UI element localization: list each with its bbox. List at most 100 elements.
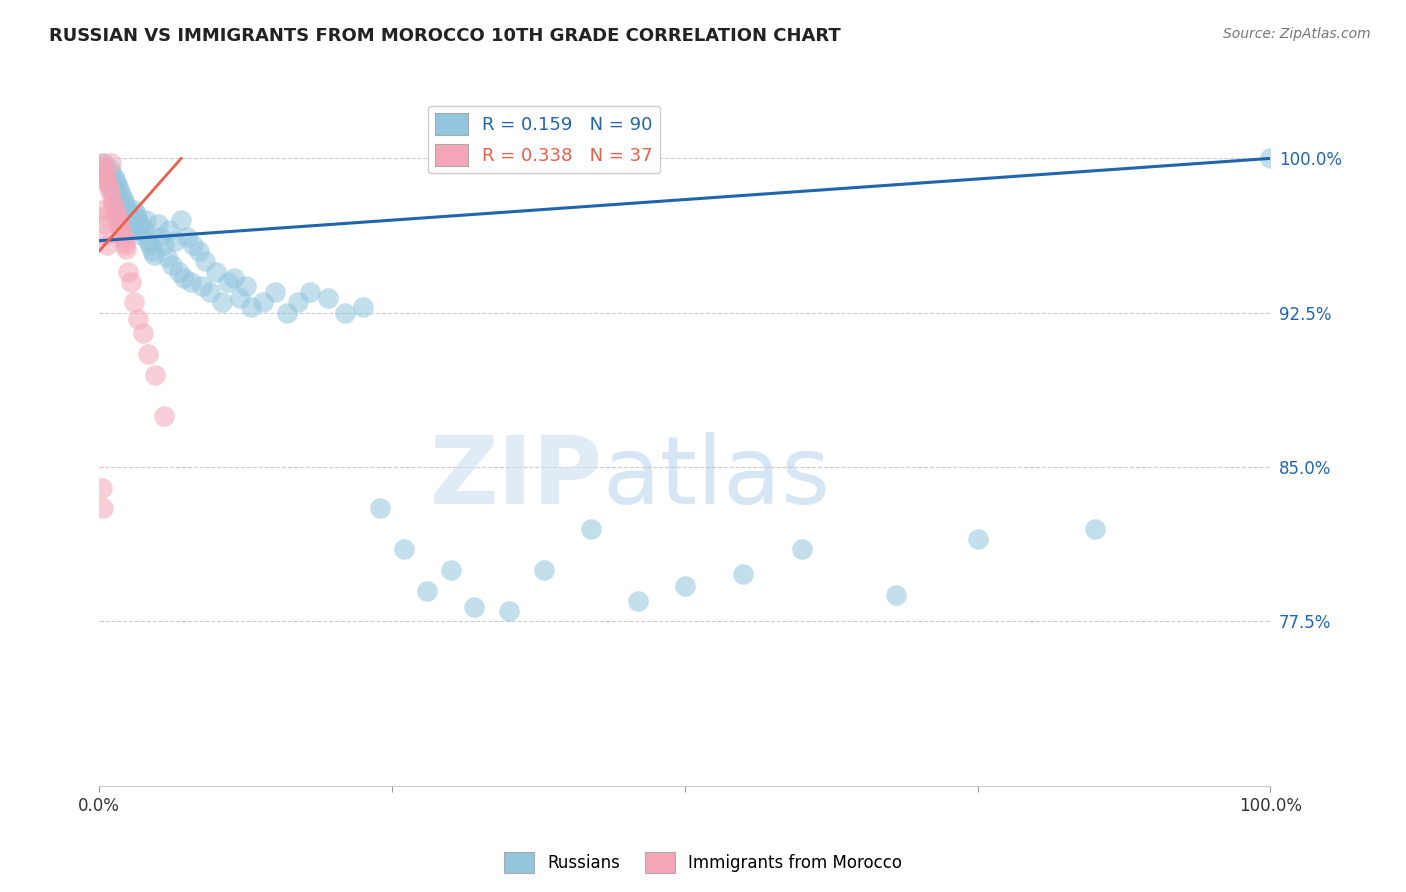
Point: [110, 221, 132, 235]
Point: [107, 213, 129, 227]
Point: [103, 196, 125, 211]
Point: [98, 184, 121, 198]
Point: [97, 180, 120, 194]
Point: [498, 604, 520, 618]
Point: [103, 188, 125, 202]
Point: [100, 166, 122, 180]
Point: [131, 227, 153, 242]
Text: Source: ZipAtlas.com: Source: ZipAtlas.com: [1223, 27, 1371, 41]
Point: [90, 155, 112, 169]
Point: [439, 563, 461, 577]
Point: [287, 295, 309, 310]
Point: [222, 270, 245, 285]
Point: [165, 234, 187, 248]
Point: [141, 244, 163, 258]
Point: [173, 270, 195, 285]
Point: [94, 168, 117, 182]
Point: [187, 244, 209, 258]
Point: [96, 176, 118, 190]
Point: [98, 161, 121, 176]
Point: [96, 172, 118, 186]
Point: [103, 169, 125, 184]
Point: [107, 196, 129, 211]
Legend: Russians, Immigrants from Morocco: Russians, Immigrants from Morocco: [498, 846, 908, 880]
Point: [533, 563, 555, 577]
Point: [97, 172, 120, 186]
Point: [115, 242, 138, 256]
Point: [112, 194, 135, 209]
Point: [152, 409, 174, 423]
Point: [884, 588, 907, 602]
Point: [93, 209, 115, 223]
Point: [127, 312, 149, 326]
Point: [117, 264, 139, 278]
Point: [416, 583, 439, 598]
Point: [333, 306, 356, 320]
Point: [121, 219, 143, 234]
Point: [138, 234, 160, 248]
Point: [118, 211, 141, 225]
Point: [100, 155, 122, 169]
Point: [105, 178, 128, 193]
Point: [170, 213, 193, 227]
Point: [103, 201, 125, 215]
Point: [145, 368, 167, 382]
Point: [299, 285, 322, 300]
Point: [129, 217, 152, 231]
Point: [138, 347, 160, 361]
Point: [176, 229, 198, 244]
Point: [125, 211, 148, 225]
Point: [229, 291, 252, 305]
Point: [114, 213, 136, 227]
Point: [131, 326, 153, 341]
Point: [368, 501, 391, 516]
Text: RUSSIAN VS IMMIGRANTS FROM MOROCCO 10TH GRADE CORRELATION CHART: RUSSIAN VS IMMIGRANTS FROM MOROCCO 10TH …: [49, 27, 841, 45]
Point: [101, 180, 124, 194]
Point: [115, 199, 138, 213]
Point: [91, 202, 114, 217]
Point: [733, 567, 755, 582]
Point: [91, 501, 114, 516]
Point: [104, 205, 127, 219]
Point: [96, 237, 118, 252]
Point: [96, 168, 118, 182]
Point: [111, 190, 134, 204]
Point: [352, 300, 374, 314]
Point: [117, 207, 139, 221]
Point: [194, 254, 217, 268]
Point: [110, 186, 132, 201]
Point: [120, 215, 142, 229]
Point: [110, 226, 132, 240]
Point: [392, 542, 415, 557]
Point: [94, 163, 117, 178]
Legend: R = 0.159   N = 90, R = 0.338   N = 37: R = 0.159 N = 90, R = 0.338 N = 37: [429, 106, 661, 173]
Point: [103, 184, 125, 198]
Point: [211, 295, 233, 310]
Point: [167, 264, 190, 278]
Point: [143, 248, 166, 262]
Point: [252, 295, 274, 310]
Point: [96, 227, 118, 242]
Point: [966, 532, 988, 546]
Point: [110, 205, 132, 219]
Point: [149, 229, 172, 244]
Point: [111, 209, 134, 223]
Point: [627, 594, 650, 608]
Point: [104, 174, 127, 188]
Point: [127, 223, 149, 237]
Text: ZIP: ZIP: [430, 433, 603, 524]
Point: [117, 202, 139, 217]
Point: [101, 193, 124, 207]
Point: [111, 229, 134, 244]
Point: [790, 542, 813, 557]
Point: [579, 522, 602, 536]
Point: [181, 237, 204, 252]
Point: [90, 481, 112, 495]
Point: [138, 237, 160, 252]
Point: [124, 295, 146, 310]
Point: [135, 213, 157, 227]
Point: [94, 217, 117, 231]
Point: [205, 264, 228, 278]
Point: [191, 279, 214, 293]
Point: [180, 275, 202, 289]
